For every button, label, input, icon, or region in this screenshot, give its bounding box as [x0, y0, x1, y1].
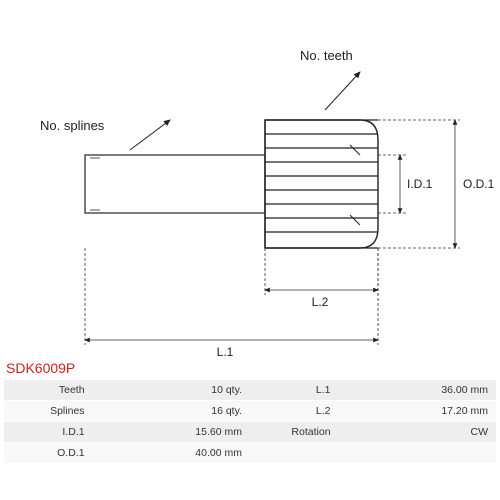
- spec-val: 40.00 mm: [93, 443, 250, 464]
- technical-drawing: L.1 L.2 O.D.1 I.D.1 No. teeth No. spline…: [0, 0, 500, 380]
- spec-key: I.D.1: [4, 422, 93, 443]
- spec-val: 10 qty.: [93, 380, 250, 401]
- spec-key: L.2: [250, 401, 339, 422]
- part-number: SDK6009P: [6, 360, 75, 376]
- spec-val: 15.60 mm: [93, 422, 250, 443]
- spec-key: O.D.1: [4, 443, 93, 464]
- spec-val: CW: [339, 422, 496, 443]
- dim-l2-label: L.2: [312, 295, 329, 309]
- spec-key: L.1: [250, 380, 339, 401]
- spec-key: Rotation: [250, 422, 339, 443]
- spec-table: Teeth 10 qty. L.1 36.00 mm Splines 16 qt…: [0, 380, 500, 464]
- spec-val: 16 qty.: [93, 401, 250, 422]
- dim-l1-label: L.1: [217, 345, 234, 359]
- spec-val: 36.00 mm: [339, 380, 496, 401]
- spec-key: Splines: [4, 401, 93, 422]
- spec-val: 17.20 mm: [339, 401, 496, 422]
- spec-key: Teeth: [4, 380, 93, 401]
- dim-od1-label: O.D.1: [463, 177, 495, 191]
- dim-id1-label: I.D.1: [407, 177, 433, 191]
- drawing-svg: L.1 L.2 O.D.1 I.D.1: [0, 0, 500, 380]
- no-splines-label: No. splines: [40, 118, 104, 133]
- no-teeth-label: No. teeth: [300, 48, 353, 63]
